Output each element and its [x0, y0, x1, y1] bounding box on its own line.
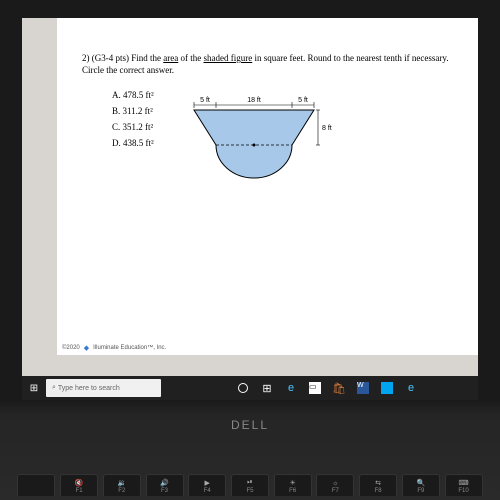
start-button[interactable]: ⊞ — [22, 376, 46, 400]
photos-icon[interactable] — [375, 376, 399, 400]
laptop-base: DELL 🔇F1🔉F2🔊F3▶F4⏯F5☀F6☼F7⇆F8🔍F9⌨F10 — [0, 400, 500, 500]
fn-key-F8[interactable]: ⇆F8 — [359, 474, 397, 496]
screen: 2) (G3-4 pts) Find the area of the shade… — [22, 18, 478, 400]
fn-key-F2[interactable]: 🔉F2 — [103, 474, 141, 496]
q-mid: of the — [178, 53, 203, 63]
task-view-icon[interactable]: ⊞ — [255, 376, 279, 400]
fn-key-F3[interactable]: 🔊F3 — [146, 474, 184, 496]
cortana-icon[interactable] — [231, 376, 255, 400]
fn-key-F1[interactable]: 🔇F1 — [60, 474, 98, 496]
center-dot — [252, 144, 255, 147]
fn-key-F7[interactable]: ☼F7 — [316, 474, 354, 496]
brand-logo: DELL — [231, 418, 269, 432]
store-icon[interactable]: 🛍 — [327, 376, 351, 400]
copyright: ©2020 ◆ Illuminate Education™, Inc. — [62, 344, 166, 352]
answer-list: A. 478.5 ft² B. 311.2 ft² C. 351.2 ft² D… — [82, 90, 154, 190]
laptop-bezel: 2) (G3-4 pts) Find the area of the shade… — [0, 0, 500, 400]
fn-key-F6[interactable]: ☀F6 — [274, 474, 312, 496]
q-u2: shaded figure — [203, 53, 252, 63]
fn-key-F5[interactable]: ⏯F5 — [231, 474, 269, 496]
dim-left: 5 ft — [200, 97, 210, 104]
question-text: 2) (G3-4 pts) Find the area of the shade… — [82, 53, 453, 76]
dim-right: 5 ft — [298, 97, 308, 104]
fn-key-blank[interactable] — [17, 474, 55, 496]
edge-icon[interactable]: e — [399, 376, 423, 400]
q-u1: area — [163, 53, 178, 63]
fn-key-row: 🔇F1🔉F2🔊F3▶F4⏯F5☀F6☼F7⇆F8🔍F9⌨F10 — [0, 474, 500, 500]
fn-key-F10[interactable]: ⌨F10 — [445, 474, 483, 496]
answer-b: B. 311.2 ft² — [112, 106, 154, 116]
answer-a: A. 478.5 ft² — [112, 90, 154, 100]
copyright-year: ©2020 — [62, 345, 80, 351]
figure-svg: 5 ft 18 ft 5 ft — [184, 90, 334, 190]
shaded-figure: 5 ft 18 ft 5 ft — [184, 90, 453, 190]
search-icon: ⌕ — [52, 384, 56, 392]
fn-key-F9[interactable]: 🔍F9 — [402, 474, 440, 496]
dim-top: 18 ft — [247, 97, 261, 104]
search-placeholder: Type here to search — [58, 385, 120, 392]
taskbar: ⊞ ⌕ Type here to search ⊞e▭🛍We — [22, 376, 478, 400]
search-input[interactable]: ⌕ Type here to search — [46, 379, 161, 397]
word-icon[interactable]: W — [351, 376, 375, 400]
copyright-text: Illuminate Education™, Inc. — [93, 345, 166, 351]
q-prefix: 2) (G3-4 pts) Find the — [82, 53, 163, 63]
document-window: 2) (G3-4 pts) Find the area of the shade… — [57, 18, 478, 355]
answer-d: D. 438.5 ft² — [112, 138, 154, 148]
taskbar-icons: ⊞e▭🛍We — [231, 376, 423, 400]
logo-diamond-icon: ◆ — [84, 344, 89, 352]
dim-height: 8 ft — [322, 125, 332, 132]
edge-legacy-icon[interactable]: e — [279, 376, 303, 400]
answer-c: C. 351.2 ft² — [112, 122, 154, 132]
fn-key-F4[interactable]: ▶F4 — [188, 474, 226, 496]
file-explorer-icon[interactable]: ▭ — [303, 376, 327, 400]
